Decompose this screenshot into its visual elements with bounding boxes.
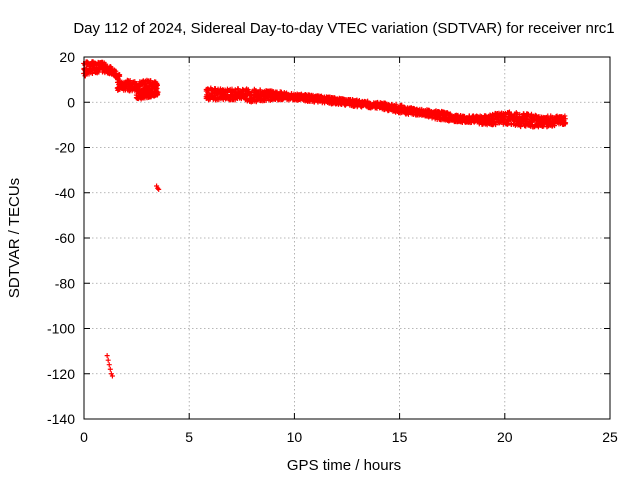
data-point xyxy=(393,101,399,107)
data-point xyxy=(116,72,122,78)
x-tick-label: 10 xyxy=(287,429,303,445)
data-point xyxy=(156,186,162,192)
x-tick-label: 15 xyxy=(392,429,408,445)
data-point xyxy=(127,78,133,84)
y-tick-label: 20 xyxy=(59,49,75,65)
y-tick-label: -60 xyxy=(55,230,75,246)
data-point xyxy=(243,95,249,101)
data-point xyxy=(506,109,512,115)
x-tick-label: 0 xyxy=(80,429,88,445)
y-tick-label: -120 xyxy=(47,366,75,382)
data-point xyxy=(518,124,524,130)
y-tick-label: -140 xyxy=(47,411,75,427)
data-point xyxy=(209,86,215,92)
x-axis: 0 5 10 15 20 25 xyxy=(80,57,618,445)
data-point xyxy=(106,362,112,368)
y-tick-label: -20 xyxy=(55,140,75,156)
data-point xyxy=(109,373,115,379)
x-axis-label: GPS time / hours xyxy=(287,457,401,474)
data-point xyxy=(107,366,113,372)
y-tick-label: -100 xyxy=(47,321,75,337)
data-point xyxy=(133,81,139,87)
data-point xyxy=(563,120,569,126)
data-point xyxy=(105,357,111,363)
chart-title: Day 112 of 2024, Sidereal Day-to-day VTE… xyxy=(73,20,614,37)
data-point xyxy=(249,89,255,95)
data-markers xyxy=(81,59,569,379)
data-point xyxy=(528,111,534,117)
data-point xyxy=(154,82,160,88)
y-tick-label: -40 xyxy=(55,185,75,201)
y-axis: 20 0 -20 -40 -60 -80 -100 -120 -140 xyxy=(47,49,610,427)
data-point xyxy=(104,353,110,359)
grid-lines xyxy=(84,57,610,419)
data-point xyxy=(263,97,269,103)
x-tick-label: 20 xyxy=(497,429,513,445)
plot-frame xyxy=(83,56,611,420)
data-point xyxy=(155,89,161,95)
y-tick-label: 0 xyxy=(67,94,75,110)
y-tick-label: -80 xyxy=(55,275,75,291)
data-point xyxy=(108,64,114,70)
x-tick-label: 5 xyxy=(185,429,193,445)
y-axis-label: SDTVAR / TECUs xyxy=(6,178,23,298)
x-tick-label: 25 xyxy=(602,429,618,445)
